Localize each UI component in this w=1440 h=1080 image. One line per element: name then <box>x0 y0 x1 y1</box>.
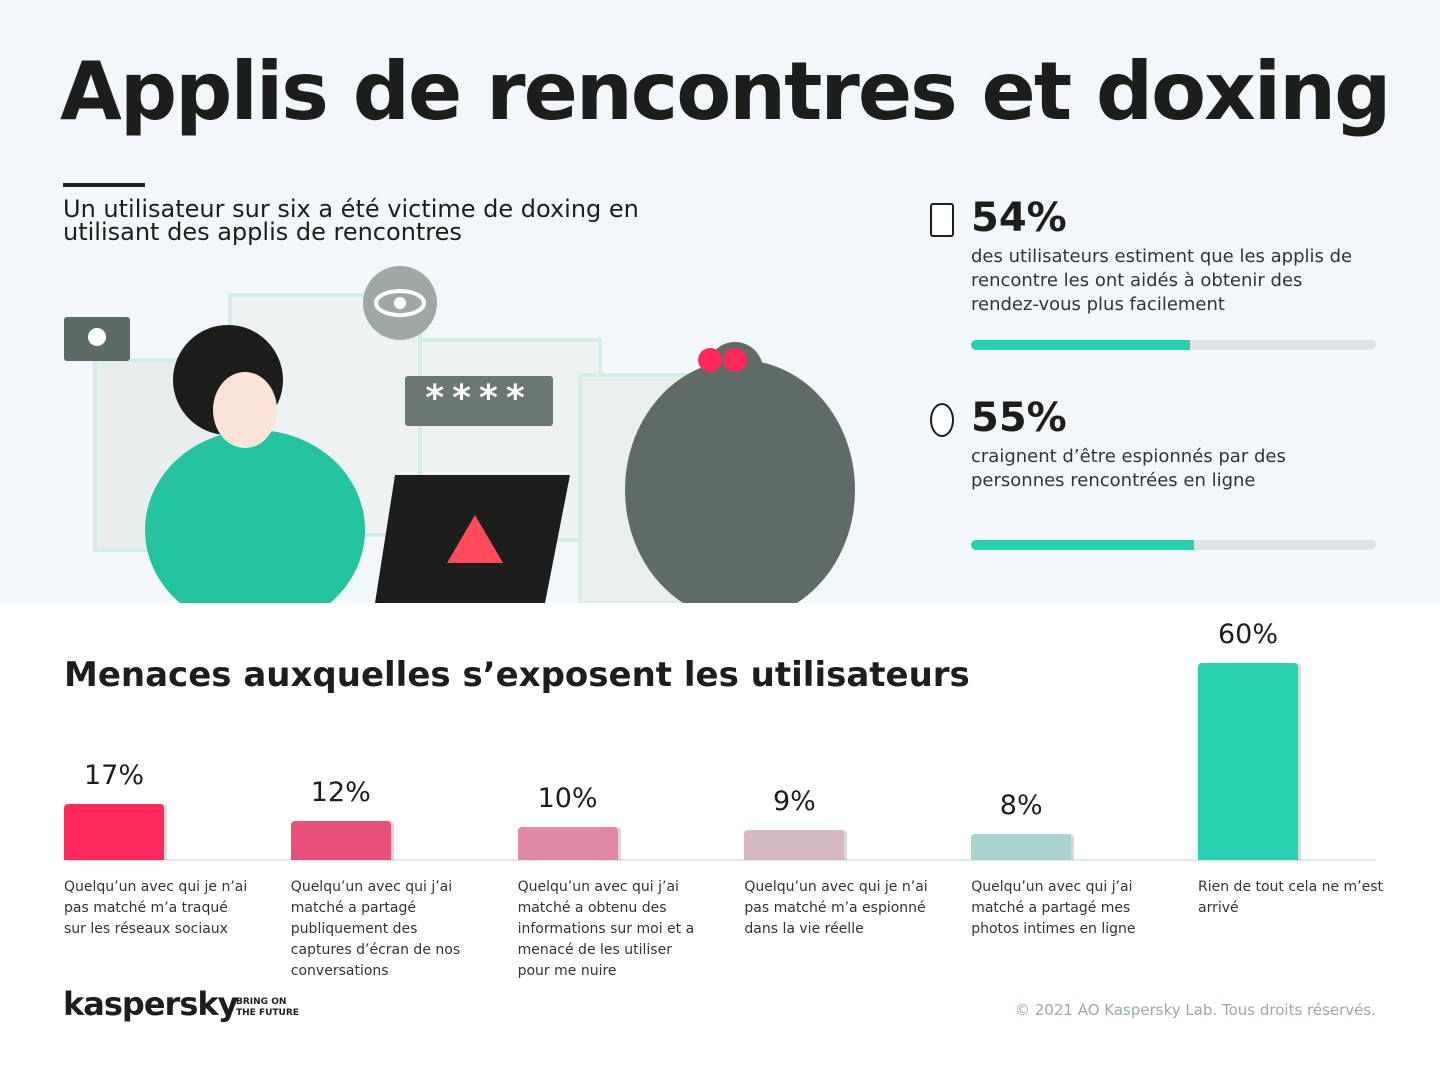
tagline: BRING ON THE FUTURE <box>236 997 299 1019</box>
binocular <box>723 348 747 372</box>
bar <box>517 827 618 860</box>
category-label: Quelqu’un avec qui j’ai matché a obtenu … <box>517 879 695 979</box>
progress-track <box>971 540 1376 550</box>
title-rule <box>63 183 145 187</box>
chart-title: Menaces auxquelles s’exposent les utilis… <box>64 655 970 695</box>
bar <box>744 830 845 860</box>
spy-body <box>625 360 855 603</box>
bar <box>290 820 391 860</box>
title: Applis de rencontres et doxing <box>60 45 1391 138</box>
value-label: 17% <box>83 760 144 792</box>
category-label: Quelqu’un avec qui je n’ai pas matché m’… <box>64 879 248 937</box>
category-label: Quelqu’un avec qui j’ai matché a partagé… <box>971 879 1136 937</box>
woman-body <box>145 430 365 603</box>
tagline-line: BRING ON <box>236 997 287 1007</box>
password-bubble <box>405 376 553 426</box>
pin <box>88 328 106 346</box>
password: **** <box>425 378 532 419</box>
progress-fill <box>971 540 1194 550</box>
bar <box>971 833 1072 860</box>
brand: kaspersky <box>63 985 238 1023</box>
value-label: 9% <box>772 786 816 818</box>
bar <box>64 804 164 860</box>
stat-value: 55% <box>971 395 1067 441</box>
stat-text: des utilisateurs estiment que les applis… <box>971 246 1353 315</box>
bar <box>1198 663 1298 860</box>
illustration: **** <box>64 266 855 603</box>
eye <box>374 289 426 317</box>
value-label: 8% <box>999 789 1043 821</box>
value-label: 12% <box>310 776 371 808</box>
progress-track <box>971 340 1376 350</box>
copyright: © 2021 AO Kaspersky Lab. Tous droits rés… <box>1014 1001 1376 1019</box>
stat-text: craignent d’être espionnés par des perso… <box>971 446 1286 491</box>
binocular <box>698 348 722 372</box>
tagline-line: THE FUTURE <box>236 1008 299 1018</box>
value-label: 60% <box>1217 619 1278 650</box>
baseline <box>64 859 1376 861</box>
subtitle: Un utilisateur sur six a été victime de … <box>63 195 639 246</box>
value-label: 10% <box>537 783 598 815</box>
stat-value: 54% <box>971 195 1067 241</box>
category-label: Rien de tout cela ne m’est arrivé <box>1198 879 1384 916</box>
category-label: Quelqu’un avec qui je n’ai pas matché m’… <box>744 879 928 937</box>
progress-fill <box>971 340 1190 350</box>
woman-face <box>213 372 277 448</box>
stat-icon <box>930 403 954 437</box>
stat-icon <box>930 203 954 237</box>
warning <box>447 515 503 563</box>
category-label: Quelqu’un avec qui j’ai matché a partagé… <box>290 879 461 979</box>
pupil <box>394 297 406 309</box>
